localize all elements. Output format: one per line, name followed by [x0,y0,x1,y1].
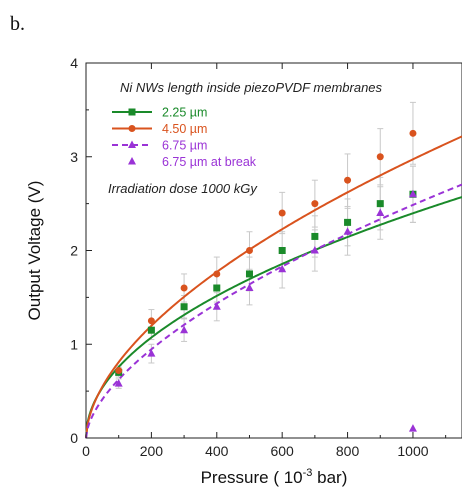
data-point-2-25-m [213,284,221,292]
data-point-4-50-m [311,200,319,208]
legend-label: 6.75 µm at break [162,155,257,169]
data-point-4-50-m [409,129,417,137]
data-point-4-50-m [344,176,352,184]
data-point-4-50-m [278,209,286,217]
data-point-4-50-m [180,284,188,292]
data-point-6-75-m [343,227,352,235]
legend-swatch-marker [128,108,136,116]
data-point-6-75-m-at-break [408,424,417,432]
x-tick-label: 400 [205,443,229,459]
legend-item-6-75-m-at-break: 6.75 µm at break [128,155,257,169]
legend-label: 4.50 µm [162,122,207,136]
legend-item-2-25-m: 2.25 µm [112,106,207,120]
legend-swatch-marker [128,140,136,148]
legend-item-6-75-m: 6.75 µm [112,139,207,153]
y-tick-label: 3 [70,149,78,165]
y-tick-label: 4 [70,55,78,71]
chart-plot-area: 0 200 400 600 800 1000 0 1 2 3 4 [70,55,462,459]
legend-label: 2.25 µm [162,106,207,120]
axis-ticks: 0 200 400 600 800 1000 0 1 2 3 4 [70,55,447,459]
x-tick-label: 200 [140,443,164,459]
y-tick-label: 0 [70,430,78,446]
x-tick-label: 0 [82,443,90,459]
data-point-2-25-m [278,247,286,254]
data-point-2-25-m [245,270,253,278]
x-tick-label: 600 [270,443,294,459]
data-point-6-75-m [180,325,189,334]
data-point-4-50-m [147,317,155,325]
legend-swatch-marker [128,125,136,132]
data-point-2-25-m [180,303,188,311]
data-point-4-50-m [115,367,123,374]
data-point-6-75-m [376,208,385,216]
data-point-6-75-m [278,264,287,273]
data-point-6-75-m [408,189,417,198]
legend-title: Ni NWs length inside piezoPVDF membranes [120,80,383,95]
plot-frame [85,62,462,439]
data-point-2-25-m [147,326,155,334]
data-point-4-50-m [376,153,384,161]
data-point-2-25-m [311,232,319,240]
data-point-6-75-m [212,302,221,310]
legend-label: 6.75 µm [162,139,207,153]
data-point-4-50-m [245,247,253,254]
data-point-6-75-m [245,283,254,291]
data-point-6-75-m [147,349,156,357]
x-axis-title-main: Pressure ( 10 [201,468,303,487]
x-axis-title: Pressure ( 10-3 bar) [201,467,348,487]
data-point-4-50-m [213,270,221,278]
panel-label: b. [10,13,25,35]
y-axis-title: Output Voltage (V) [25,181,44,321]
dose-annotation: Irradiation dose 1000 kGy [108,181,258,196]
data-point-2-25-m [344,218,352,226]
error-bars [115,101,416,389]
legend: 2.25 µm 4.50 µm 6.75 µm 6.75 µm at break [112,106,257,169]
y-tick-label: 2 [70,243,78,259]
x-tick-label: 800 [336,443,360,459]
legend-item-4-50-m: 4.50 µm [112,122,207,136]
x-axis-title-sup: -3 [303,467,313,479]
data-markers [114,129,417,432]
legend-swatch-marker [128,157,136,165]
y-tick-label: 1 [70,336,78,352]
fit-curve-6-75-m [85,183,462,439]
data-point-6-75-m [114,379,123,387]
x-axis-title-tail: bar) [312,468,347,487]
fit-curve-2-25-m [85,196,462,439]
x-tick-label: 1000 [397,443,428,459]
data-point-6-75-m [310,246,319,254]
data-point-2-25-m [376,200,384,208]
